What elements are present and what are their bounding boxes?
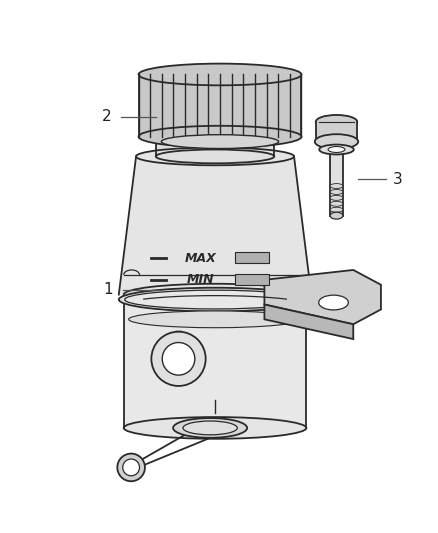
Text: 3: 3 [393,172,403,187]
Polygon shape [235,274,269,285]
Ellipse shape [129,311,301,328]
Ellipse shape [319,295,348,310]
Polygon shape [316,122,357,142]
Ellipse shape [330,183,343,189]
Ellipse shape [152,332,206,386]
Polygon shape [156,142,274,156]
Ellipse shape [138,63,301,85]
Polygon shape [138,75,301,136]
Polygon shape [235,252,269,263]
Ellipse shape [330,190,343,195]
Ellipse shape [136,148,294,165]
Polygon shape [265,304,353,339]
Ellipse shape [330,212,343,219]
Polygon shape [330,149,343,216]
Ellipse shape [124,417,306,439]
Text: 1: 1 [104,282,113,297]
Polygon shape [124,300,306,428]
Ellipse shape [156,149,274,163]
Ellipse shape [319,144,354,155]
Ellipse shape [138,126,301,148]
Ellipse shape [330,201,343,206]
Polygon shape [119,156,311,295]
Ellipse shape [123,459,140,476]
Text: MIN: MIN [187,273,214,286]
Ellipse shape [124,284,306,305]
Ellipse shape [162,343,195,375]
Ellipse shape [316,115,357,129]
Ellipse shape [161,135,279,149]
Ellipse shape [125,290,305,309]
Text: 2: 2 [102,109,111,124]
Ellipse shape [328,147,345,152]
Text: MAX: MAX [184,252,216,264]
Ellipse shape [183,421,237,435]
Ellipse shape [117,454,145,481]
Ellipse shape [119,288,311,311]
Ellipse shape [173,418,247,438]
Ellipse shape [330,196,343,200]
Ellipse shape [330,207,343,212]
Polygon shape [265,270,381,324]
Ellipse shape [315,134,358,149]
